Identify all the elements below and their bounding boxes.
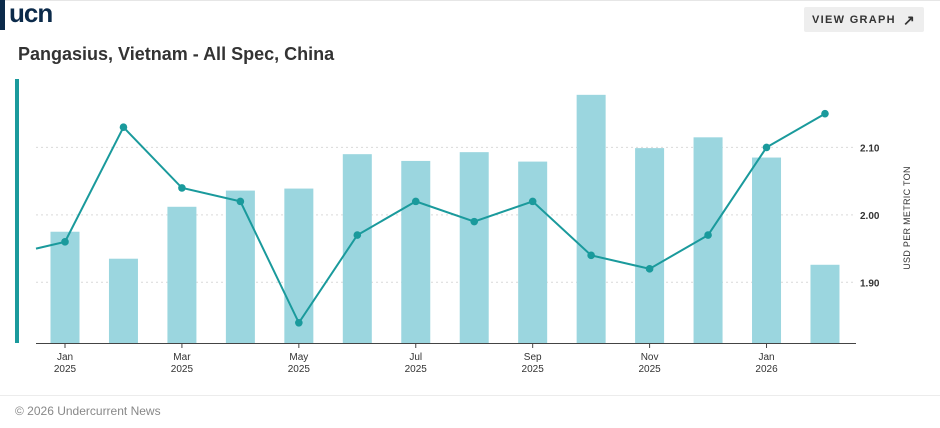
bar — [225, 190, 255, 343]
x-tick-label-month: Jan — [758, 352, 774, 363]
line-point — [645, 265, 654, 273]
copyright: © 2026 Undercurrent News — [15, 404, 161, 418]
arrow-up-right-icon: ↗ — [902, 11, 916, 28]
x-tick-label-month: Jan — [57, 352, 73, 363]
bar — [752, 157, 782, 343]
y-tick-label: 2.00 — [860, 211, 880, 222]
top-border — [0, 0, 940, 1]
bar — [108, 258, 138, 343]
bar-series — [50, 94, 840, 343]
x-tick-label-year: 2025 — [522, 364, 545, 375]
line-point — [704, 231, 712, 239]
bar — [284, 188, 314, 343]
x-tick-label-year: 2025 — [288, 364, 311, 375]
chart: Jan2025Mar2025May2025Jul2025Sep2025Nov20… — [35, 94, 912, 375]
line-point — [411, 197, 420, 206]
bar — [635, 148, 665, 343]
accent-bar — [15, 79, 19, 343]
bar — [50, 231, 80, 343]
ucn-logo[interactable]: ucn — [9, 0, 53, 28]
y-tick-label: 1.90 — [860, 278, 880, 289]
bar — [459, 152, 489, 343]
bar — [810, 264, 840, 343]
x-tick-label-month: Mar — [173, 352, 191, 363]
view-graph-label: VIEW GRAPH — [812, 13, 896, 26]
bar — [167, 206, 197, 343]
line-point — [295, 318, 303, 327]
x-tick-label-year: 2025 — [638, 364, 661, 375]
gridlines — [36, 146, 856, 283]
logo-bar — [0, 0, 5, 30]
x-tick-label-month: Sep — [524, 352, 542, 363]
x-tick-label-month: May — [289, 352, 308, 363]
x-tick-label-year: 2025 — [405, 364, 428, 375]
view-graph-button[interactable]: VIEW GRAPH ↗ — [804, 7, 924, 32]
line-point — [821, 109, 829, 118]
line-point — [587, 251, 595, 260]
x-tick-label-year: 2025 — [54, 364, 77, 375]
line-point — [353, 231, 362, 239]
chart-title: Pangasius, Vietnam - All Spec, China — [18, 44, 335, 64]
bar — [401, 160, 431, 343]
line-point — [236, 197, 245, 206]
footer-divider — [0, 395, 940, 396]
x-tick-label-year: 2026 — [755, 364, 778, 375]
line-point — [762, 143, 771, 152]
line-point — [178, 184, 186, 192]
bar — [518, 161, 548, 343]
y-axis-label: USD PER METRIC TON — [902, 166, 912, 270]
line-point — [470, 217, 479, 226]
line-point — [61, 238, 69, 246]
bar — [576, 94, 606, 343]
x-axis: Jan2025Mar2025May2025Jul2025Sep2025Nov20… — [36, 343, 856, 375]
line-point — [119, 123, 128, 132]
line-series — [35, 109, 829, 327]
x-tick-label-year: 2025 — [171, 364, 194, 375]
x-tick-label-month: Jul — [409, 352, 422, 363]
y-axis: 1.90 2.00 2.10 USD PER METRIC TON — [860, 143, 912, 289]
line-point — [528, 197, 537, 206]
y-tick-label: 2.10 — [860, 143, 880, 154]
x-tick-label-month: Nov — [641, 352, 659, 363]
